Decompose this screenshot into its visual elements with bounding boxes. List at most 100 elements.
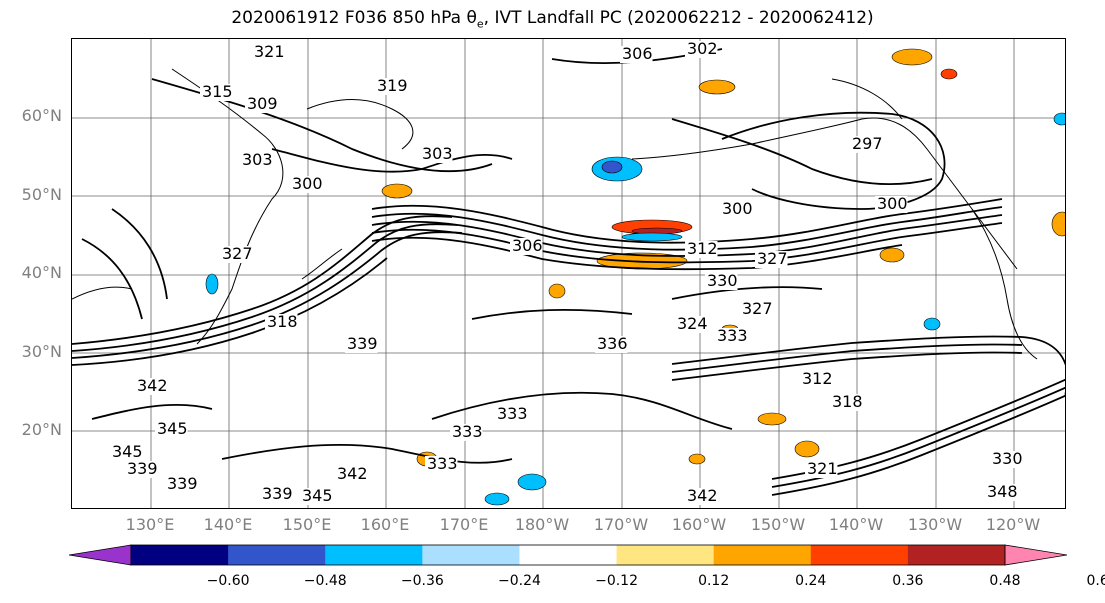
contour-label-bg: [850, 136, 883, 153]
contour-label: 342: [337, 464, 368, 483]
contour-label-bg: [805, 461, 838, 478]
colorbar-tick-label: 0.24: [795, 573, 827, 589]
colorbar-segment: [519, 545, 618, 565]
lon-label-140w: 140°W: [828, 515, 884, 534]
contour-label-bg: [245, 96, 278, 113]
contour-label: 339: [167, 474, 198, 493]
lon-label-170w: 170°W: [593, 515, 649, 534]
contour-label-bg: [595, 336, 628, 353]
colorbar-segment: [131, 545, 229, 565]
contour-label: 345: [112, 442, 143, 461]
contour-label: 342: [137, 376, 168, 395]
contour-label: 330: [707, 271, 738, 290]
colorbar-tick-label: −0.48: [303, 573, 347, 589]
graticule: [72, 39, 1065, 508]
contour-label: 318: [832, 392, 863, 411]
lat-label-40n: 40°N: [21, 263, 62, 282]
contour-label-bg: [420, 146, 453, 163]
contour-label: 333: [717, 326, 748, 345]
contour-label-bg: [345, 336, 378, 353]
contour-label-bg: [685, 41, 718, 58]
contour-label-bg: [985, 484, 1018, 501]
colorbar: [69, 544, 1067, 566]
contour-label-bg: [830, 394, 863, 411]
contour-label: 330: [992, 449, 1023, 468]
contour-label-bg: [800, 371, 833, 388]
contour-label-bg: [125, 461, 158, 478]
lon-label-140e: 140°E: [203, 515, 253, 534]
coastlines: [72, 68, 1038, 360]
colorbar-extend-low: [69, 544, 132, 566]
contour-label-bg: [252, 44, 285, 61]
contour-label: 302: [687, 39, 718, 58]
contour-label-bg: [720, 201, 753, 218]
contour-label: 312: [802, 369, 833, 388]
contour-label: 339: [347, 334, 378, 353]
contour-label-bg: [510, 238, 543, 255]
contour-label: 300: [722, 199, 753, 218]
contour-label: 327: [742, 299, 773, 318]
contour-label-bg: [450, 424, 483, 441]
lat-label-60n: 60°N: [21, 106, 62, 125]
lat-label-30n: 30°N: [21, 342, 62, 361]
contour-label-bg: [375, 78, 408, 95]
colorbar-segment: [616, 545, 715, 565]
contour-label: 345: [302, 486, 333, 505]
contour-label: 342: [687, 486, 718, 505]
colorbar-tick-label: 0.60: [1086, 573, 1105, 589]
lon-label-130e: 130°E: [125, 515, 175, 534]
contour-label-bg: [990, 451, 1023, 468]
contour-label: 306: [622, 44, 653, 63]
contour-label: 300: [877, 194, 908, 213]
contour-label-bg: [240, 152, 273, 169]
contour-label: 333: [427, 454, 458, 473]
contour-label-bg: [165, 476, 198, 493]
contour-label-bg: [290, 176, 323, 193]
lon-label-160w: 160°W: [671, 515, 727, 534]
map-title: 2020061912 F036 850 hPa θe, IVT Landfall…: [231, 8, 874, 31]
contour-label: 345: [157, 419, 188, 438]
contour-label: 306: [512, 236, 543, 255]
contour-label-bg: [265, 314, 298, 331]
colorbar-segment: [810, 545, 909, 565]
contour-label: 348: [987, 482, 1018, 501]
contour-label-bg: [155, 421, 188, 438]
contour-label-bg: [705, 273, 738, 290]
colorbar-segment: [907, 545, 1006, 565]
contour-label: 312: [687, 239, 718, 258]
contour-label: 309: [247, 94, 278, 113]
lon-label-150e: 150°E: [282, 515, 332, 534]
map-canvas: 321 315 309 319 303 303 300 306 302 297 300 300 306 3…: [72, 39, 1065, 508]
contour-label-bg: [755, 251, 788, 268]
contour-label-bg: [685, 241, 718, 258]
contour-label: 321: [254, 42, 285, 61]
theta-e-contours: [72, 48, 1065, 496]
contour-label: 303: [242, 150, 273, 169]
colorbar-segment: [422, 545, 520, 565]
colorbar-tick-label: −0.36: [400, 573, 444, 589]
map-plot-area: 321 315 309 319 303 303 300 306 302 297 300 300 306 3…: [71, 38, 1066, 509]
colorbar-tick-label: 0.48: [989, 573, 1021, 589]
lat-label-20n: 20°N: [21, 420, 62, 439]
contour-label: 333: [452, 422, 483, 441]
colorbar-segment: [713, 545, 812, 565]
contour-label-bg: [425, 456, 458, 473]
lon-label-120w: 120°W: [985, 515, 1041, 534]
contour-label: 300: [292, 174, 323, 193]
contour-label-bg: [220, 246, 253, 263]
colorbar-outline: [130, 544, 1006, 566]
contour-label: 327: [222, 244, 253, 263]
lon-label-170e: 170°E: [439, 515, 489, 534]
colorbar-tick-label: −0.24: [497, 573, 541, 589]
contour-label-bg: [675, 316, 708, 333]
colorbar-segment: [228, 545, 326, 565]
colorbar-extend-high: [1004, 544, 1067, 566]
colorbar-segment: [325, 545, 423, 565]
contour-label: 315: [202, 82, 233, 101]
lat-label-50n: 50°N: [21, 185, 62, 204]
colorbar-tick-label: 0.12: [698, 573, 730, 589]
contour-label-bg: [135, 378, 168, 395]
contour-label-bg: [495, 406, 528, 423]
colorbar-tick-label: −0.60: [206, 573, 250, 589]
contour-label: 318: [267, 312, 298, 331]
